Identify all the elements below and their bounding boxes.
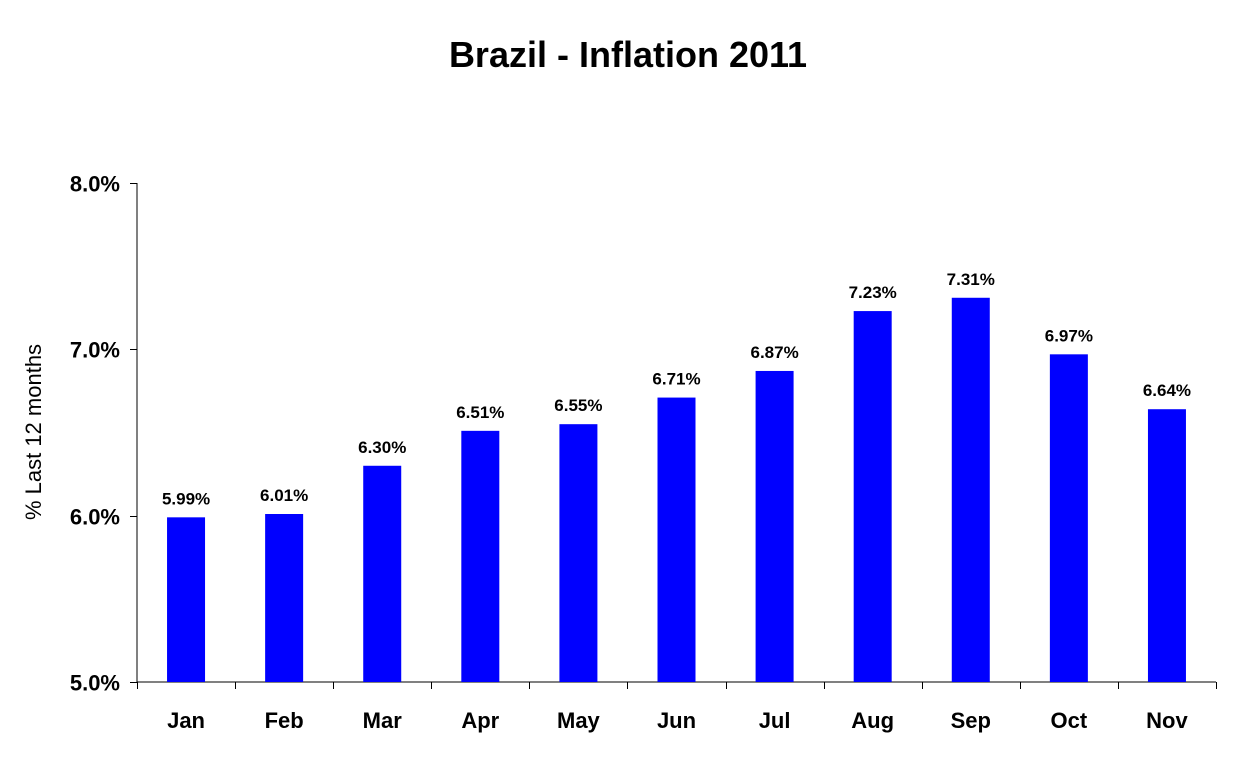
bar: [559, 424, 598, 682]
y-tick-label: 5.0%: [70, 671, 120, 696]
x-tick-label: Jul: [759, 708, 791, 733]
y-tick-label: 8.0%: [70, 172, 120, 197]
data-label: 6.51%: [456, 403, 504, 422]
bar: [167, 517, 206, 682]
data-label: 5.99%: [162, 489, 210, 508]
x-tick-label: Apr: [461, 708, 499, 733]
chart-title: Brazil - Inflation 2011: [449, 34, 807, 75]
bar: [265, 514, 304, 682]
x-tick-label: May: [557, 708, 601, 733]
bar: [1049, 354, 1088, 682]
bar: [755, 370, 794, 682]
x-tick-label: Oct: [1051, 708, 1088, 733]
y-tick-label: 7.0%: [70, 338, 120, 363]
x-tick-label: Sep: [951, 708, 991, 733]
data-label: 6.30%: [358, 438, 406, 457]
x-tick-label: Nov: [1146, 708, 1188, 733]
x-tick-label: Jan: [167, 708, 205, 733]
x-tick-label: Mar: [363, 708, 403, 733]
plot-area: 5.0% 6.0% 7.0% 8.0% 5.99% Jan 6.01% Feb 6.30% Mar…: [70, 172, 1217, 733]
bar: [853, 311, 892, 682]
y-axis-label: % Last 12 months: [21, 344, 46, 520]
data-label: 6.71%: [652, 370, 700, 389]
data-label: 6.55%: [554, 396, 602, 415]
data-label: 6.01%: [260, 486, 308, 505]
bar: [363, 465, 402, 682]
x-tick-label: Jun: [657, 708, 696, 733]
data-label: 6.87%: [750, 343, 798, 362]
y-tick-label: 6.0%: [70, 505, 120, 530]
x-tick-label: Aug: [851, 708, 894, 733]
data-label: 7.31%: [947, 270, 995, 289]
data-label: 7.23%: [849, 283, 897, 302]
bar: [657, 397, 696, 682]
bar: [461, 430, 500, 682]
x-tick-label: Feb: [265, 708, 304, 733]
bar: [1147, 409, 1186, 682]
bar: [951, 297, 990, 682]
data-label: 6.64%: [1143, 381, 1191, 400]
data-label: 6.97%: [1045, 326, 1093, 345]
